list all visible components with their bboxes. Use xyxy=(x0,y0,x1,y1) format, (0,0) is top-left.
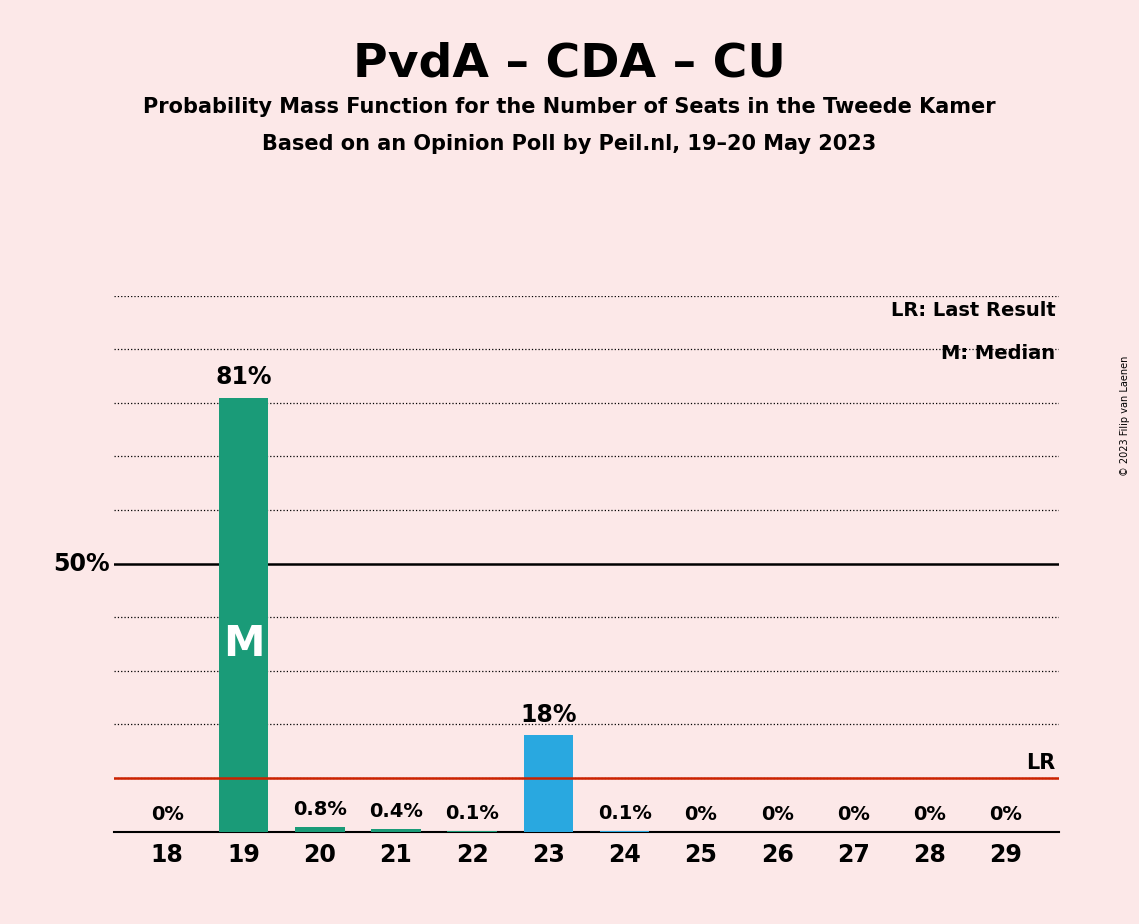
Bar xyxy=(524,736,573,832)
Text: M: M xyxy=(223,623,264,665)
Text: 0%: 0% xyxy=(150,805,183,823)
Text: PvdA – CDA – CU: PvdA – CDA – CU xyxy=(353,42,786,87)
Text: Probability Mass Function for the Number of Seats in the Tweede Kamer: Probability Mass Function for the Number… xyxy=(144,97,995,117)
Text: 0%: 0% xyxy=(990,805,1023,823)
Bar xyxy=(371,830,420,832)
Text: LR: Last Result: LR: Last Result xyxy=(891,301,1056,320)
Text: LR: LR xyxy=(1026,753,1056,772)
Text: Based on an Opinion Poll by Peil.nl, 19–20 May 2023: Based on an Opinion Poll by Peil.nl, 19–… xyxy=(262,134,877,154)
Text: 18%: 18% xyxy=(521,703,576,727)
Text: 0.4%: 0.4% xyxy=(369,802,423,821)
Text: 0%: 0% xyxy=(761,805,794,823)
Text: 81%: 81% xyxy=(215,366,272,390)
Text: 50%: 50% xyxy=(54,552,110,576)
Text: 0%: 0% xyxy=(837,805,870,823)
Text: 0.8%: 0.8% xyxy=(293,800,346,820)
Text: 0.1%: 0.1% xyxy=(598,804,652,823)
Text: 0%: 0% xyxy=(685,805,718,823)
Bar xyxy=(295,827,344,832)
Bar xyxy=(219,397,269,832)
Text: © 2023 Filip van Laenen: © 2023 Filip van Laenen xyxy=(1121,356,1130,476)
Text: M: Median: M: Median xyxy=(941,344,1056,363)
Text: 0%: 0% xyxy=(913,805,947,823)
Text: 0.1%: 0.1% xyxy=(445,804,499,823)
